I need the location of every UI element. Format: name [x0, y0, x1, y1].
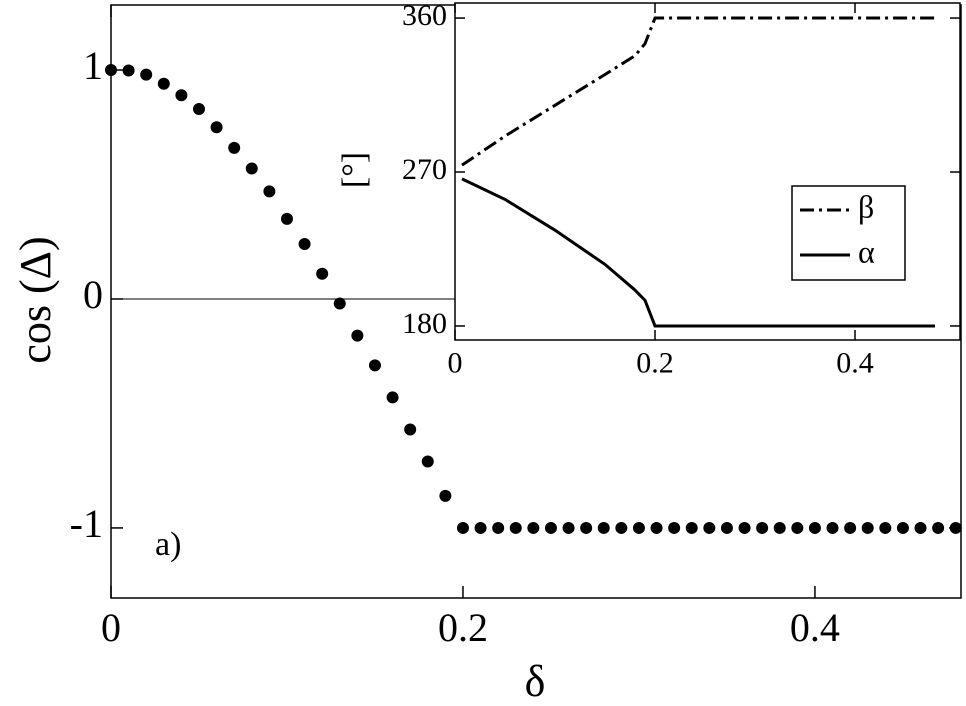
legend — [791, 185, 906, 281]
point — [738, 521, 751, 534]
y-tick-label: -1 — [70, 501, 103, 546]
point — [386, 391, 399, 404]
point — [844, 521, 857, 534]
x-tick-label: 0.4 — [836, 346, 874, 379]
point — [280, 212, 293, 225]
point — [122, 64, 135, 77]
point — [808, 521, 821, 534]
y-tick-label: 180 — [402, 307, 447, 340]
point — [192, 102, 205, 115]
point — [105, 64, 117, 77]
point — [914, 521, 927, 534]
point — [949, 521, 962, 534]
point — [544, 521, 557, 534]
point — [298, 238, 311, 251]
point — [615, 521, 628, 534]
y-axis-label: cos (Δ) — [11, 236, 60, 363]
point — [756, 521, 769, 534]
point — [879, 521, 892, 534]
legend-label: β — [858, 188, 874, 224]
point — [368, 359, 381, 372]
point — [791, 521, 804, 534]
point — [333, 297, 346, 310]
point — [668, 521, 681, 534]
point — [597, 521, 610, 534]
point — [157, 77, 170, 90]
point — [773, 521, 786, 534]
point — [562, 521, 575, 534]
point — [439, 489, 452, 502]
x-axis-label: δ — [525, 657, 546, 706]
point — [632, 521, 645, 534]
point — [210, 121, 223, 134]
x-tick-label: 0.2 — [438, 605, 488, 650]
point — [421, 455, 434, 468]
point — [861, 521, 874, 534]
point — [896, 521, 909, 534]
point — [245, 162, 258, 175]
point — [263, 185, 276, 198]
point — [474, 521, 487, 534]
line — [461, 177, 935, 328]
point — [703, 521, 716, 534]
point — [140, 68, 153, 81]
point — [404, 423, 417, 436]
point — [351, 329, 364, 342]
point — [826, 521, 839, 534]
point — [509, 521, 522, 534]
y-axis-label: [°] — [336, 152, 373, 188]
point — [456, 521, 469, 534]
x-tick-label: 0.2 — [636, 346, 674, 379]
point — [527, 521, 540, 534]
y-tick-label: 1 — [83, 43, 103, 88]
y-tick-label: 0 — [83, 272, 103, 317]
point — [685, 521, 698, 534]
point — [228, 141, 241, 154]
legend-label: α — [858, 233, 875, 269]
point — [316, 267, 329, 280]
x-tick-label: 0.4 — [790, 605, 840, 650]
point — [932, 521, 945, 534]
y-tick-label: 360 — [402, 0, 447, 32]
point — [175, 89, 188, 102]
line — [461, 16, 935, 167]
x-tick-label: 0 — [101, 605, 121, 650]
point — [492, 521, 505, 534]
point — [580, 521, 593, 534]
x-tick-label: 0 — [448, 346, 463, 379]
plot-area — [454, 2, 961, 341]
annotation: a) — [155, 526, 181, 563]
point — [720, 521, 733, 534]
y-tick-label: 270 — [402, 153, 447, 186]
point — [650, 521, 663, 534]
